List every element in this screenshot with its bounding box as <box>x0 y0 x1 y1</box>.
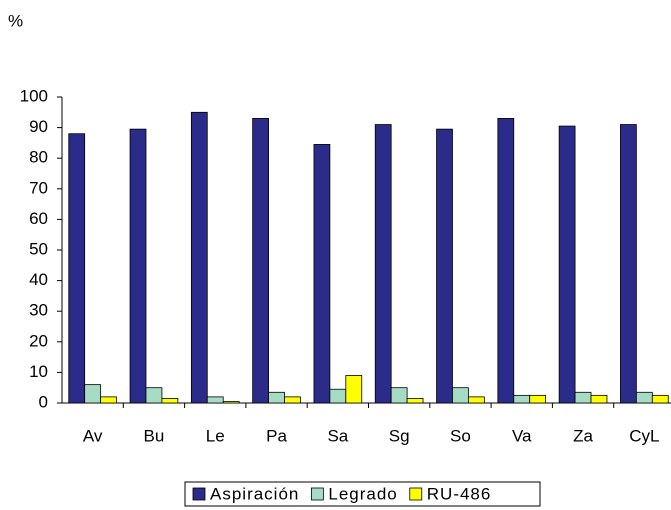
y-tick-label: 50 <box>29 239 48 258</box>
y-tick-label: 20 <box>29 331 48 350</box>
bar <box>284 396 301 404</box>
bar <box>374 124 392 404</box>
bar <box>468 396 485 404</box>
bar <box>452 387 469 404</box>
bar <box>100 396 117 404</box>
bar <box>436 128 453 404</box>
y-tick-label: 60 <box>29 209 48 228</box>
legend-swatch <box>310 487 324 501</box>
y-tick-label: 30 <box>29 301 48 320</box>
legend-box <box>184 481 541 507</box>
y-tick-label: 90 <box>29 117 48 136</box>
x-tick-label: So <box>450 426 471 445</box>
bar <box>345 375 363 404</box>
x-tick-label: Va <box>512 426 532 445</box>
bar <box>68 133 86 404</box>
bar <box>206 396 224 404</box>
bar <box>84 384 102 404</box>
bar <box>329 388 347 404</box>
bar <box>129 128 147 404</box>
bar <box>590 394 608 404</box>
y-tick-label: 0 <box>39 392 48 411</box>
x-tick-label: Za <box>573 426 593 445</box>
x-tick-label: Pa <box>266 426 287 445</box>
bar <box>529 394 547 404</box>
y-tick-label: 100 <box>20 86 48 105</box>
bar <box>390 387 408 404</box>
y-tick-label: 40 <box>29 270 48 289</box>
bar <box>497 118 515 404</box>
legend-label: RU-486 <box>427 484 492 503</box>
bar <box>513 394 531 404</box>
y-tick-label: 70 <box>29 178 48 197</box>
x-tick-label: Bu <box>144 426 165 445</box>
bar <box>190 111 208 404</box>
bar <box>222 401 240 404</box>
x-tick-label: Sa <box>327 426 348 445</box>
bar <box>145 387 163 404</box>
bar <box>313 144 331 404</box>
x-tick-label: Sg <box>389 426 410 445</box>
bar <box>161 398 179 404</box>
y-tick-label: 10 <box>29 362 48 381</box>
bar <box>635 391 653 404</box>
bar <box>268 391 285 404</box>
bar <box>406 398 424 404</box>
legend-label: Aspiración <box>210 484 299 503</box>
x-tick-label: Le <box>206 426 225 445</box>
y-tick-label: 80 <box>29 148 48 167</box>
bar <box>574 391 592 404</box>
x-tick-label: CyL <box>629 426 659 445</box>
bar <box>620 124 637 404</box>
y-axis-label: % <box>8 11 23 30</box>
x-tick-label: Av <box>83 426 103 445</box>
bar <box>252 118 269 404</box>
bar <box>558 125 576 404</box>
legend-swatch <box>192 487 206 501</box>
bar <box>651 394 669 404</box>
legend-label: Legrado <box>328 484 397 503</box>
legend-swatch <box>409 487 423 501</box>
